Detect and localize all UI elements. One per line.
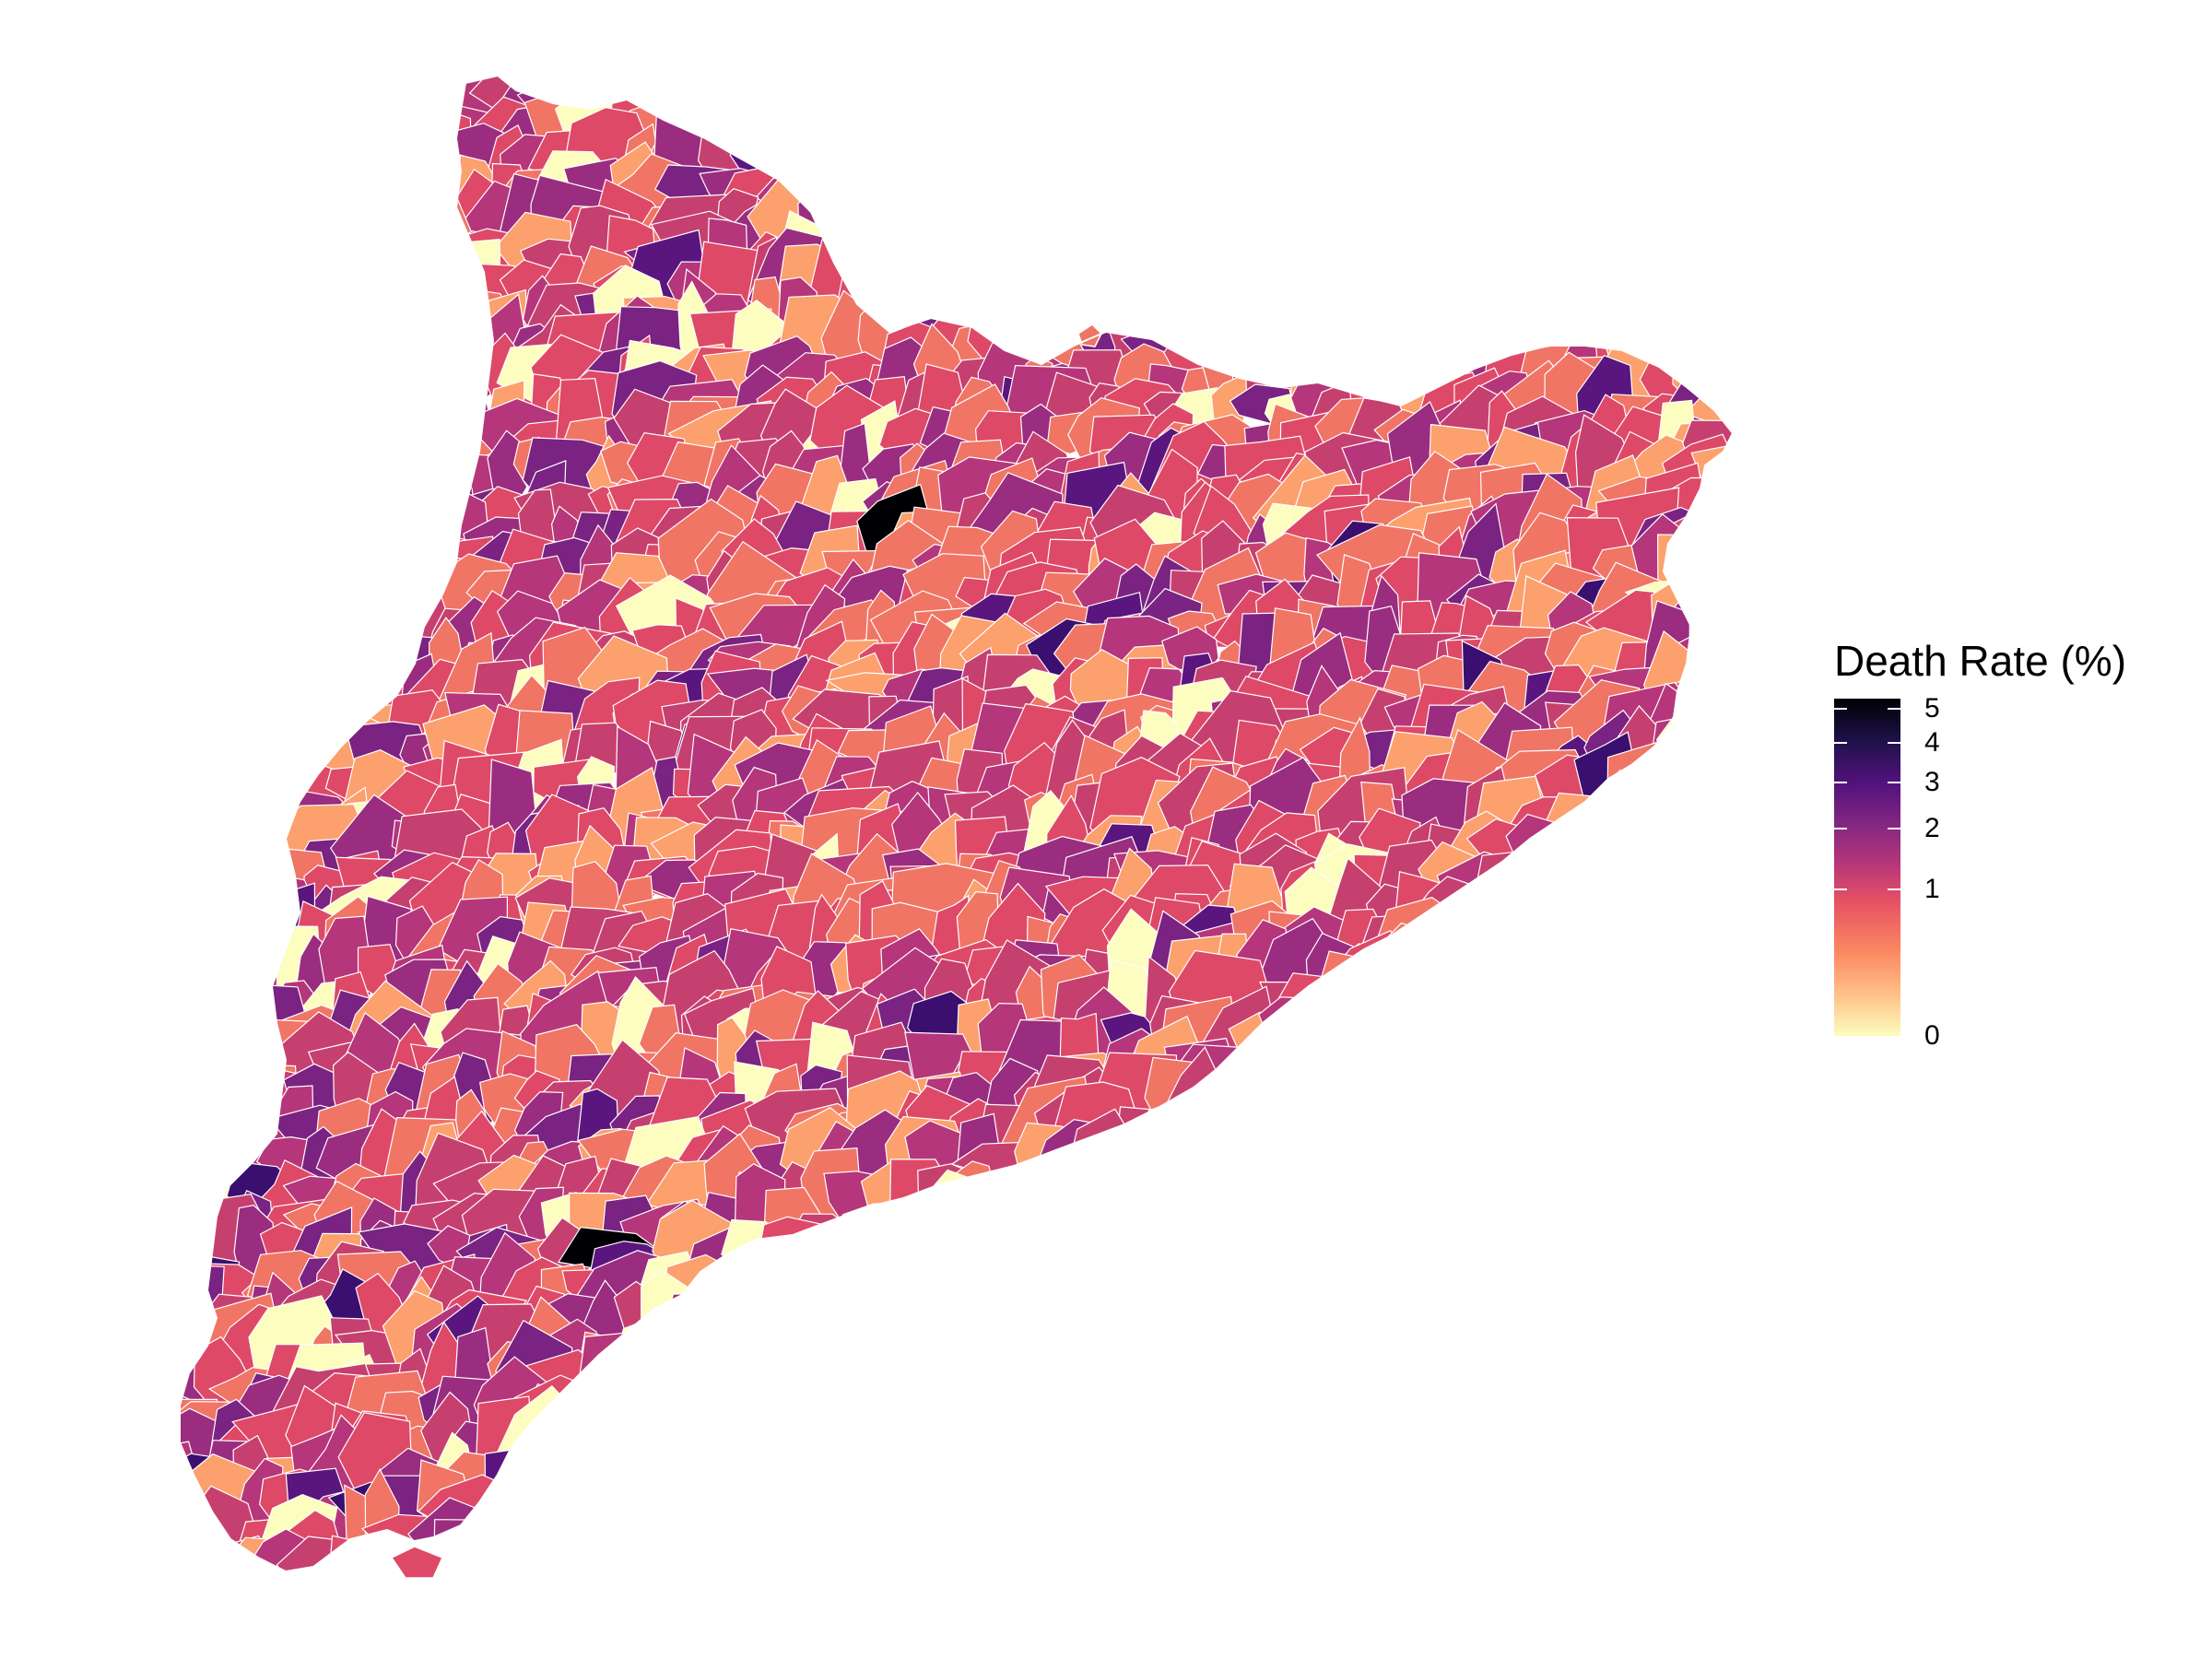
legend-tick-label: 0 [1924, 1020, 1940, 1051]
legend-tick-mark [1888, 707, 1900, 710]
legend-tick-mark [1888, 888, 1900, 891]
legend-tick-mark [1888, 742, 1900, 745]
legend-tick-label: 4 [1924, 727, 1940, 759]
legend-tick-mark [1834, 707, 1847, 710]
legend-tick-mark [1834, 742, 1847, 745]
legend-tick-mark [1834, 888, 1847, 891]
legend-tick-mark [1834, 828, 1847, 830]
legend-tick-mark [1888, 781, 1900, 783]
legend-tick-mark [1834, 781, 1847, 783]
legend-tick-label: 1 [1924, 874, 1940, 905]
legend-title: Death Rate (%) [1834, 637, 2127, 685]
legend-tick-mark [1888, 828, 1900, 830]
legend-tick-label: 3 [1924, 766, 1940, 797]
legend-tick-label: 2 [1924, 813, 1940, 844]
legend-tick-label: 5 [1924, 692, 1940, 724]
